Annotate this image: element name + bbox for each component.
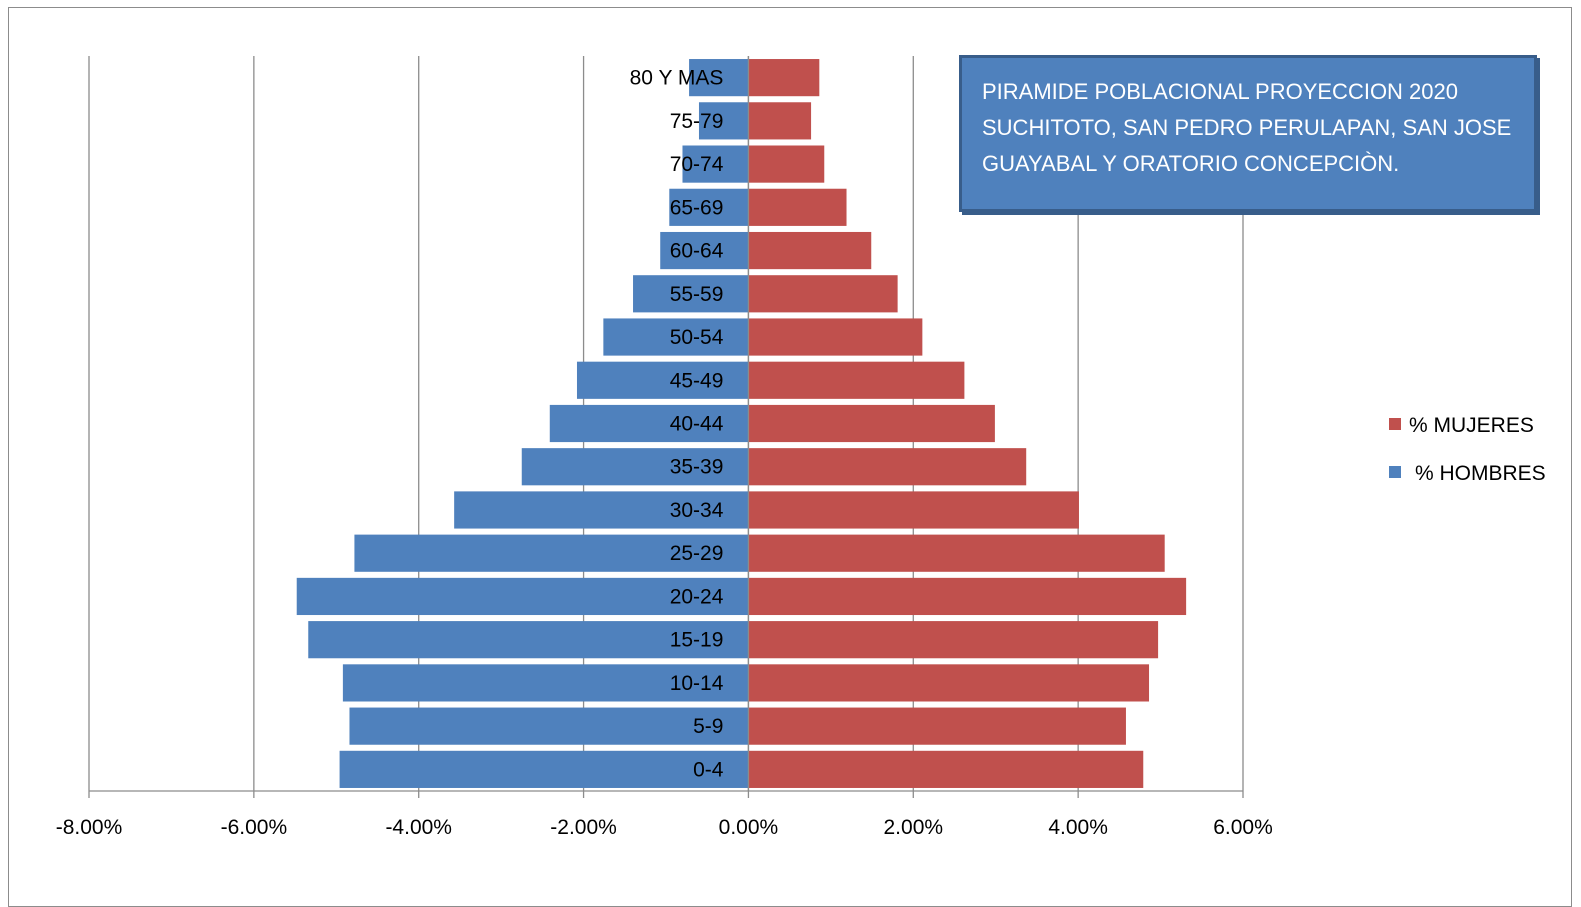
x-tick-label: 4.00% <box>1048 816 1108 839</box>
category-labels: 0-4 5-9 10-14 15-19 20-24 25-29 30-34 35-39 40-4… <box>630 67 724 782</box>
bar-mujeres <box>748 275 898 313</box>
category-label: 50-54 <box>670 326 724 349</box>
category-label: 5-9 <box>693 715 723 738</box>
bar-hombres <box>603 318 749 356</box>
bar-hombres <box>349 707 749 745</box>
category-label: 25-29 <box>670 542 724 565</box>
bar-mujeres <box>748 621 1159 659</box>
bar-hombres <box>549 404 749 443</box>
legend-label: % MUJERES <box>1409 414 1534 437</box>
bar-mujeres <box>748 361 965 399</box>
bar-mujeres <box>748 102 812 140</box>
x-tick-label: 6.00% <box>1213 816 1273 839</box>
category-label: 35-39 <box>670 456 724 479</box>
bar-mujeres <box>748 404 995 443</box>
bar-mujeres <box>748 145 825 183</box>
category-label: 20-24 <box>670 585 724 608</box>
bar-mujeres <box>748 231 872 270</box>
bar-hombres <box>339 750 749 788</box>
x-tick-label: -6.00% <box>221 816 288 839</box>
bar-hombres <box>660 231 749 270</box>
legend-swatch <box>1389 418 1401 430</box>
x-tick-label: -4.00% <box>385 816 452 839</box>
x-tick-label: -8.00% <box>56 816 123 839</box>
category-label: 10-14 <box>670 672 724 695</box>
bar-hombres <box>689 59 749 97</box>
bar-mujeres <box>748 59 820 97</box>
bar-mujeres <box>748 491 1079 529</box>
category-label: 75-79 <box>670 110 724 133</box>
legend-label: % HOMBRES <box>1415 462 1546 485</box>
bar-mujeres <box>748 188 847 226</box>
bar-mujeres <box>748 534 1165 572</box>
category-label: 45-49 <box>670 369 724 392</box>
category-label: 60-64 <box>670 240 724 263</box>
category-label: 65-69 <box>670 196 724 219</box>
category-label: 0-4 <box>693 758 724 781</box>
bar-hombres <box>633 275 749 313</box>
category-label: 15-19 <box>670 629 724 652</box>
bar-mujeres <box>748 577 1187 616</box>
bar-hombres <box>521 448 749 486</box>
bar-hombres <box>342 664 749 702</box>
bar-mujeres <box>748 750 1144 788</box>
population-pyramid-chart: -8.00% -6.00% -4.00% -2.00% 0.00% 2.00% 4.00% 6… <box>56 56 1546 839</box>
chart-frame: -8.00% -6.00% -4.00% -2.00% 0.00% 2.00% 4.00% 6… <box>8 7 1572 907</box>
bar-hombres <box>698 102 749 140</box>
bar-hombres <box>308 621 749 659</box>
bar-mujeres <box>748 664 1150 702</box>
x-tick-label: 0.00% <box>719 816 779 839</box>
chart-title: PIRAMIDE POBLACIONAL PROYECCION 2020 SUC… <box>959 55 1537 212</box>
bar-hombres <box>296 577 749 616</box>
bar-mujeres <box>748 448 1027 486</box>
bars <box>296 59 1187 788</box>
bar-mujeres <box>748 318 923 356</box>
bar-hombres <box>669 188 749 226</box>
category-label: 80 Y MAS <box>630 67 724 90</box>
bar-mujeres <box>748 707 1126 745</box>
x-tick-label: -2.00% <box>550 816 617 839</box>
x-axis: -8.00% -6.00% -4.00% -2.00% 0.00% 2.00% 4.00% 6… <box>56 56 1273 839</box>
category-label: 55-59 <box>670 283 724 306</box>
category-label: 40-44 <box>670 413 724 436</box>
bar-hombres <box>576 361 749 399</box>
category-label: 70-74 <box>670 153 724 176</box>
legend: % MUJERES % HOMBRES <box>1389 414 1546 485</box>
category-label: 30-34 <box>670 499 724 522</box>
x-tick-label: 2.00% <box>884 816 944 839</box>
legend-swatch <box>1389 466 1401 478</box>
bar-hombres <box>454 491 749 529</box>
bar-hombres <box>354 534 749 572</box>
bar-hombres <box>682 145 749 183</box>
